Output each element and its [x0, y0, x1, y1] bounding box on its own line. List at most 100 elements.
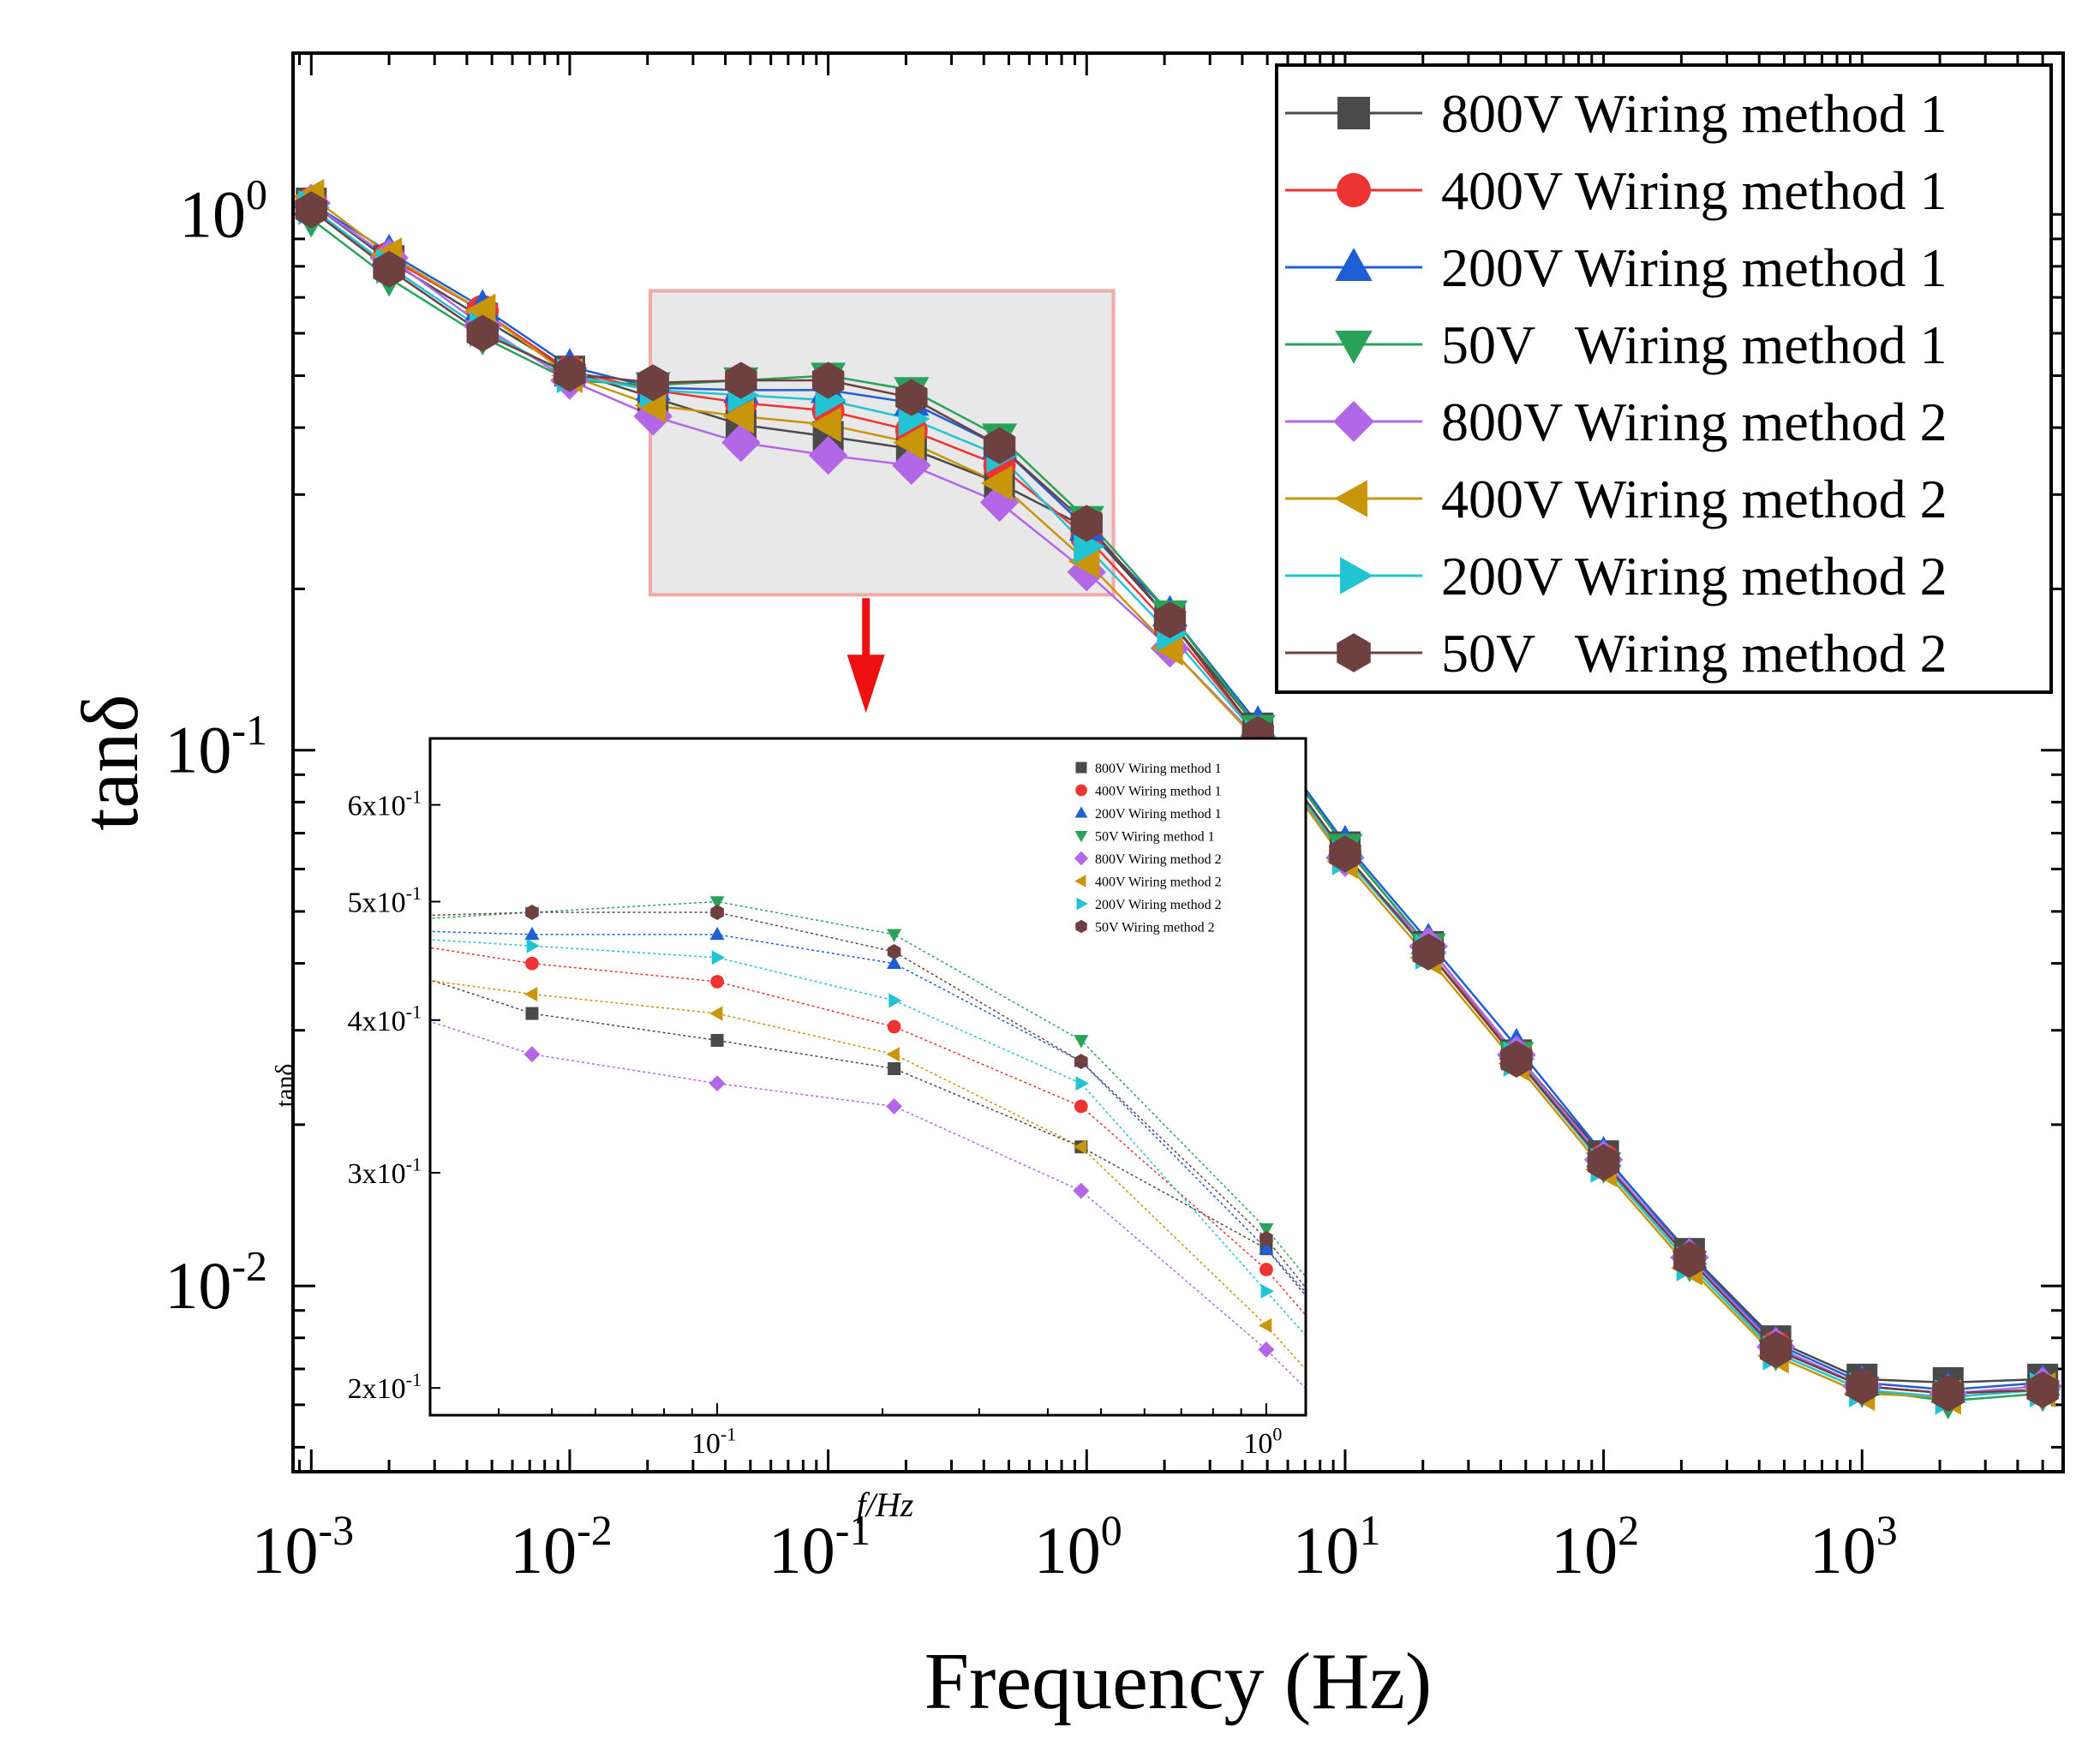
data-point: [893, 425, 924, 461]
legend-marker: [1334, 480, 1367, 517]
inset-data-point: [1259, 1222, 1274, 1237]
inset-data-point: [709, 1006, 723, 1021]
legend-label: 800V Wiring method 1: [1441, 83, 1947, 144]
inset-data-point: [888, 1061, 901, 1075]
inset-data-point: [887, 943, 901, 959]
inset-legend-label: 400V Wiring method 1: [1095, 785, 1222, 799]
data-point: [1070, 505, 1103, 542]
data-point: [721, 423, 761, 463]
inset-data-point: [888, 993, 902, 1008]
inset-data-point: [711, 950, 726, 965]
inset-background: [430, 738, 1306, 1415]
data-point: [1329, 835, 1361, 873]
data-point: [553, 355, 586, 392]
data-point: [1846, 1367, 1878, 1405]
inset-data-point: [525, 1007, 539, 1020]
data-point: [1500, 1040, 1533, 1079]
inset-y-tick-label: 4x10-1: [348, 1001, 422, 1037]
legend-label: 800V Wiring method 2: [1441, 391, 1947, 452]
data-point: [1153, 601, 1187, 639]
inset-data-point: [1073, 1182, 1090, 1199]
inset-data-point: [887, 929, 902, 942]
y-axis-title: tanδ: [66, 694, 155, 830]
legend-label: 200V Wiring method 2: [1441, 546, 1947, 607]
main-plot: 10-3 10-2 10-1 100 101 102 103 100 10-1 10-2 Frequ…: [66, 51, 2065, 1726]
main-plot-frame: [291, 51, 2065, 1473]
data-point: [1932, 1375, 1965, 1413]
inset-data-point: [1073, 1139, 1087, 1155]
data-point: [373, 250, 405, 288]
inset-series-group: [430, 896, 1306, 1389]
data-point: [1412, 933, 1445, 971]
inset-legend-label: 200V Wiring method 1: [1095, 807, 1222, 822]
legend-marker: [1337, 97, 1370, 129]
legend-marker: [1340, 557, 1373, 595]
inset-y-tick-label: 3x10-1: [348, 1154, 422, 1190]
data-point: [295, 191, 327, 229]
y-tick-label: 10-2: [165, 1241, 267, 1323]
data-point: [1759, 1331, 1792, 1369]
inset-frame: [428, 737, 1307, 1417]
inset-legend-marker: [1074, 875, 1086, 887]
inset-data-point: [710, 975, 724, 989]
inset-data-point: [1258, 1341, 1275, 1358]
inset-legend-marker: [1074, 851, 1089, 866]
inset-legend-marker: [1075, 784, 1087, 797]
inset-legend-marker: [1075, 762, 1087, 774]
data-point: [2026, 1371, 2059, 1408]
data-point: [633, 397, 673, 436]
inset-x-tick-label: 10-1: [691, 1424, 736, 1460]
inset-x-tick-label: 100: [1243, 1424, 1282, 1460]
x-tick-label: 103: [1810, 1506, 1898, 1587]
data-point: [1673, 1240, 1706, 1278]
inset-data-point: [886, 1098, 903, 1115]
legend-label: 50V Wiring method 2: [1441, 623, 1947, 684]
inset-data-point: [525, 905, 539, 921]
inset-data-point: [526, 938, 540, 953]
inset-data-point: [525, 956, 539, 971]
legend-label: 50V Wiring method 1: [1441, 314, 1947, 375]
inset-legend-label: 400V Wiring method 2: [1095, 876, 1222, 890]
data-point: [1587, 1144, 1620, 1181]
inset-legend-marker: [1076, 897, 1088, 911]
inset-data-point: [524, 926, 540, 941]
data-point: [722, 398, 755, 434]
inset-data-point: [1260, 1283, 1274, 1299]
inset-data-point: [709, 896, 725, 910]
data-point: [811, 362, 845, 399]
inset-plot: 10-1 100 6x10-1 5x10-1 4x10-1 3x10-1 2x10-1 f/H…: [271, 737, 1307, 1524]
inset-legend-label: 800V Wiring method 1: [1095, 762, 1222, 776]
legend-marker: [1337, 173, 1371, 207]
inset-legend-label: 800V Wiring method 2: [1095, 852, 1222, 867]
data-point: [979, 482, 1020, 523]
legend-marker: [1335, 248, 1373, 281]
x-tick-label: 102: [1551, 1506, 1639, 1587]
legend-label: 400V Wiring method 1: [1441, 160, 1947, 221]
y-tick-label: 100: [179, 170, 267, 252]
x-tick-label: 100: [1034, 1506, 1122, 1587]
inset-y-tick-label: 6x10-1: [348, 786, 422, 822]
legend-label: 400V Wiring method 2: [1441, 469, 1947, 529]
data-point: [466, 314, 499, 352]
zoom-arrow-head: [847, 654, 885, 714]
inset-data-point: [1075, 1076, 1089, 1091]
main-series-group: [291, 178, 2062, 1419]
legend-marker: [1335, 331, 1373, 364]
inset-legend-marker: [1074, 831, 1088, 843]
inset-data-point: [1259, 1240, 1274, 1254]
x-tick-label: 10-1: [769, 1506, 871, 1587]
inset-data-point: [710, 905, 724, 921]
x-tick-label: 10-2: [510, 1506, 613, 1587]
legend-frame: [1275, 63, 2053, 694]
inset-data-point: [1074, 1099, 1088, 1114]
x-tick-label: 10-3: [251, 1506, 354, 1587]
inset-legend-label: 50V Wiring method 1: [1095, 830, 1215, 845]
inset-legend-marker: [1075, 919, 1087, 934]
inset-legend-marker: [1074, 806, 1088, 818]
inset-legend-label: 200V Wiring method 2: [1095, 898, 1222, 912]
inset-y-axis-title: tanδ: [271, 1064, 299, 1108]
inset-data-point: [1259, 1230, 1273, 1246]
inset-data-point: [887, 955, 902, 970]
inset-data-point: [524, 986, 538, 1002]
